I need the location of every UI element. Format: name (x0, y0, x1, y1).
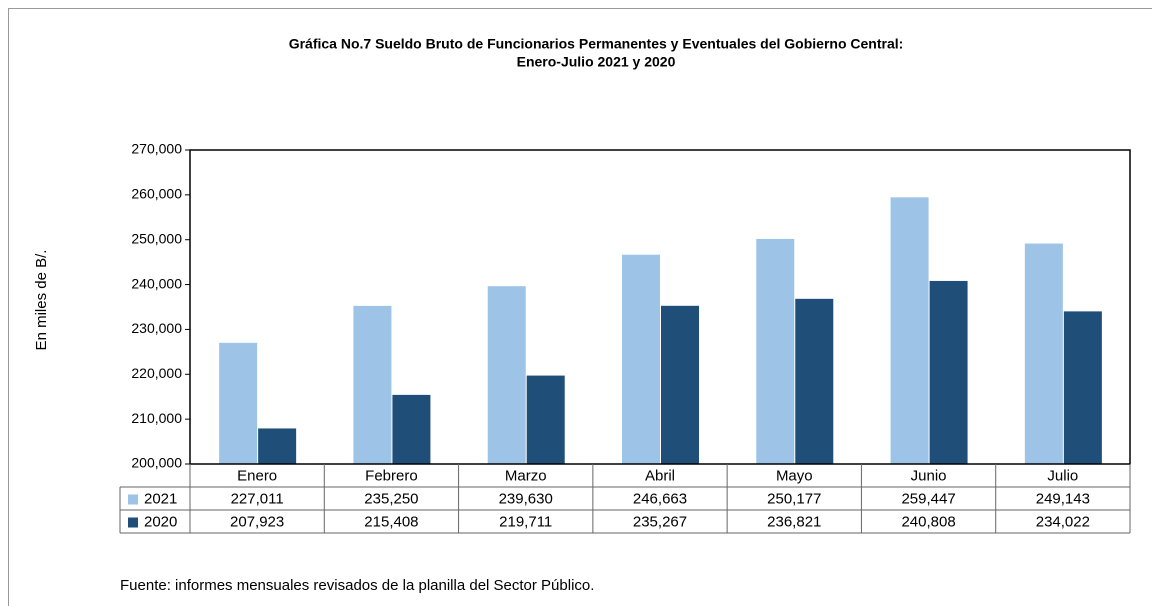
bar (756, 238, 795, 464)
legend-label: 2020 (144, 513, 177, 530)
x-tick-label: Enero (237, 467, 277, 484)
data-label: 207,923 (230, 513, 284, 530)
data-label: 235,267 (633, 513, 687, 530)
data-label: 235,250 (364, 490, 418, 507)
y-tick-label: 200,000 (131, 455, 182, 471)
bar (622, 254, 660, 464)
y-tick-label: 240,000 (131, 275, 182, 291)
source-note: Fuente: informes mensuales revisados de … (120, 577, 594, 594)
y-tick-label: 230,000 (131, 320, 182, 336)
data-label: 227,011 (231, 490, 284, 507)
y-tick-label: 220,000 (131, 365, 182, 381)
plot-border (189, 149, 1131, 465)
y-tick-label: 260,000 (131, 186, 182, 202)
x-tick-label: Marzo (505, 467, 547, 484)
data-label: 249,143 (1036, 490, 1090, 507)
y-tick-label: 210,000 (131, 410, 182, 426)
bar (353, 305, 392, 464)
x-tick-label: Febrero (365, 467, 418, 484)
bar (526, 375, 565, 464)
bar (1024, 243, 1063, 464)
bar (929, 280, 968, 464)
x-tick-label: Mayo (776, 467, 813, 484)
chart-title: Gráfica No.7 Sueldo Bruto de Funcionario… (289, 36, 904, 52)
y-axis-label: En miles de B/. (33, 250, 50, 351)
legend-swatch (128, 494, 138, 505)
bar (392, 394, 431, 464)
bar (890, 197, 929, 464)
data-label: 215,408 (364, 513, 418, 530)
bar (219, 342, 258, 464)
frame (8, 8, 1152, 606)
data-label: 246,663 (633, 490, 687, 507)
bar (661, 305, 699, 464)
data-label: 259,447 (901, 490, 955, 507)
y-tick-label: 250,000 (131, 230, 182, 246)
legend-swatch (128, 517, 138, 528)
bar (487, 286, 526, 464)
y-tick-label: 270,000 (131, 141, 182, 157)
data-label: 240,808 (901, 513, 955, 530)
data-label: 239,630 (499, 490, 553, 507)
chart-subtitle: Enero-Julio 2021 y 2020 (517, 54, 676, 70)
bar (795, 298, 834, 464)
data-label: 236,821 (767, 513, 821, 530)
x-tick-label: Junio (911, 467, 947, 484)
data-label: 250,177 (767, 490, 821, 507)
bar (258, 428, 297, 464)
x-tick-label: Julio (1047, 467, 1078, 484)
data-label: 219,711 (499, 513, 552, 530)
legend-label: 2021 (144, 490, 177, 507)
data-label: 234,022 (1036, 513, 1090, 530)
bar (1063, 311, 1102, 464)
x-tick-label: Abril (645, 467, 675, 484)
